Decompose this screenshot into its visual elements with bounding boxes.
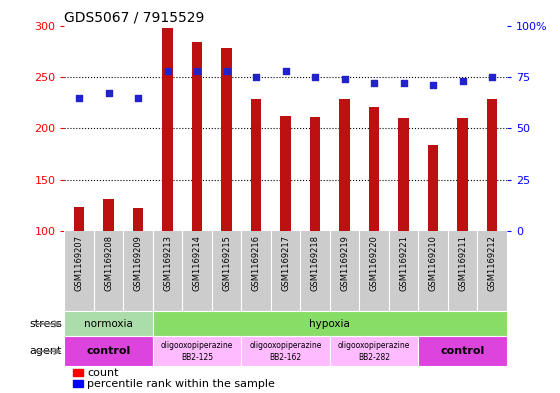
- Text: hypoxia: hypoxia: [310, 319, 350, 329]
- Bar: [104, 199, 114, 231]
- Text: GSM1169209: GSM1169209: [134, 235, 143, 291]
- Text: GSM1169210: GSM1169210: [428, 235, 437, 291]
- Text: oligooxopiperazine: oligooxopiperazine: [338, 342, 410, 351]
- Bar: [64, 311, 153, 336]
- Text: BB2-282: BB2-282: [358, 353, 390, 362]
- Bar: [162, 28, 173, 231]
- Bar: [153, 311, 507, 336]
- Text: oligooxopiperazine: oligooxopiperazine: [249, 342, 322, 351]
- Text: GSM1169213: GSM1169213: [163, 235, 172, 291]
- Text: GSM1169207: GSM1169207: [74, 235, 83, 291]
- Point: [104, 90, 113, 97]
- Text: GSM1169216: GSM1169216: [251, 235, 260, 291]
- Text: normoxia: normoxia: [84, 319, 133, 329]
- Point: [488, 74, 497, 80]
- Bar: [398, 118, 409, 231]
- Bar: [428, 145, 438, 231]
- Text: GDS5067 / 7915529: GDS5067 / 7915529: [64, 10, 205, 24]
- Text: percentile rank within the sample: percentile rank within the sample: [87, 378, 276, 389]
- Text: GSM1169217: GSM1169217: [281, 235, 290, 291]
- Text: GSM1169214: GSM1169214: [193, 235, 202, 291]
- Text: GSM1169219: GSM1169219: [340, 235, 349, 291]
- Text: GSM1169221: GSM1169221: [399, 235, 408, 291]
- Bar: [369, 107, 379, 231]
- Bar: [330, 336, 418, 366]
- Bar: [192, 42, 202, 231]
- Bar: [418, 336, 507, 366]
- Point: [311, 74, 320, 80]
- Bar: [241, 336, 330, 366]
- Point: [428, 82, 437, 88]
- Bar: [73, 369, 83, 376]
- Point: [222, 68, 231, 74]
- Point: [281, 68, 290, 74]
- Point: [193, 68, 202, 74]
- Bar: [133, 208, 143, 231]
- Bar: [64, 336, 153, 366]
- Text: GSM1169220: GSM1169220: [370, 235, 379, 291]
- Point: [399, 80, 408, 86]
- Text: GSM1169218: GSM1169218: [311, 235, 320, 291]
- Bar: [458, 118, 468, 231]
- Point: [251, 74, 260, 80]
- Point: [340, 76, 349, 82]
- Point: [370, 80, 379, 86]
- Bar: [339, 99, 350, 231]
- Text: stress: stress: [29, 319, 62, 329]
- Bar: [73, 380, 83, 387]
- Bar: [487, 99, 497, 231]
- Point: [134, 94, 143, 101]
- Text: count: count: [87, 368, 119, 378]
- Text: BB2-162: BB2-162: [269, 353, 302, 362]
- Point: [74, 94, 83, 101]
- Text: GSM1169211: GSM1169211: [458, 235, 467, 291]
- Text: GSM1169208: GSM1169208: [104, 235, 113, 291]
- Text: control: control: [440, 346, 485, 356]
- Bar: [221, 48, 232, 231]
- Bar: [74, 207, 85, 231]
- Bar: [251, 99, 262, 231]
- Bar: [281, 116, 291, 231]
- Text: GSM1169212: GSM1169212: [488, 235, 497, 291]
- Bar: [310, 117, 320, 231]
- Text: GSM1169215: GSM1169215: [222, 235, 231, 291]
- Text: BB2-125: BB2-125: [181, 353, 213, 362]
- Text: control: control: [86, 346, 131, 356]
- Bar: [153, 336, 241, 366]
- Text: agent: agent: [30, 346, 62, 356]
- Point: [163, 68, 172, 74]
- Text: oligooxopiperazine: oligooxopiperazine: [161, 342, 234, 351]
- Point: [458, 78, 467, 84]
